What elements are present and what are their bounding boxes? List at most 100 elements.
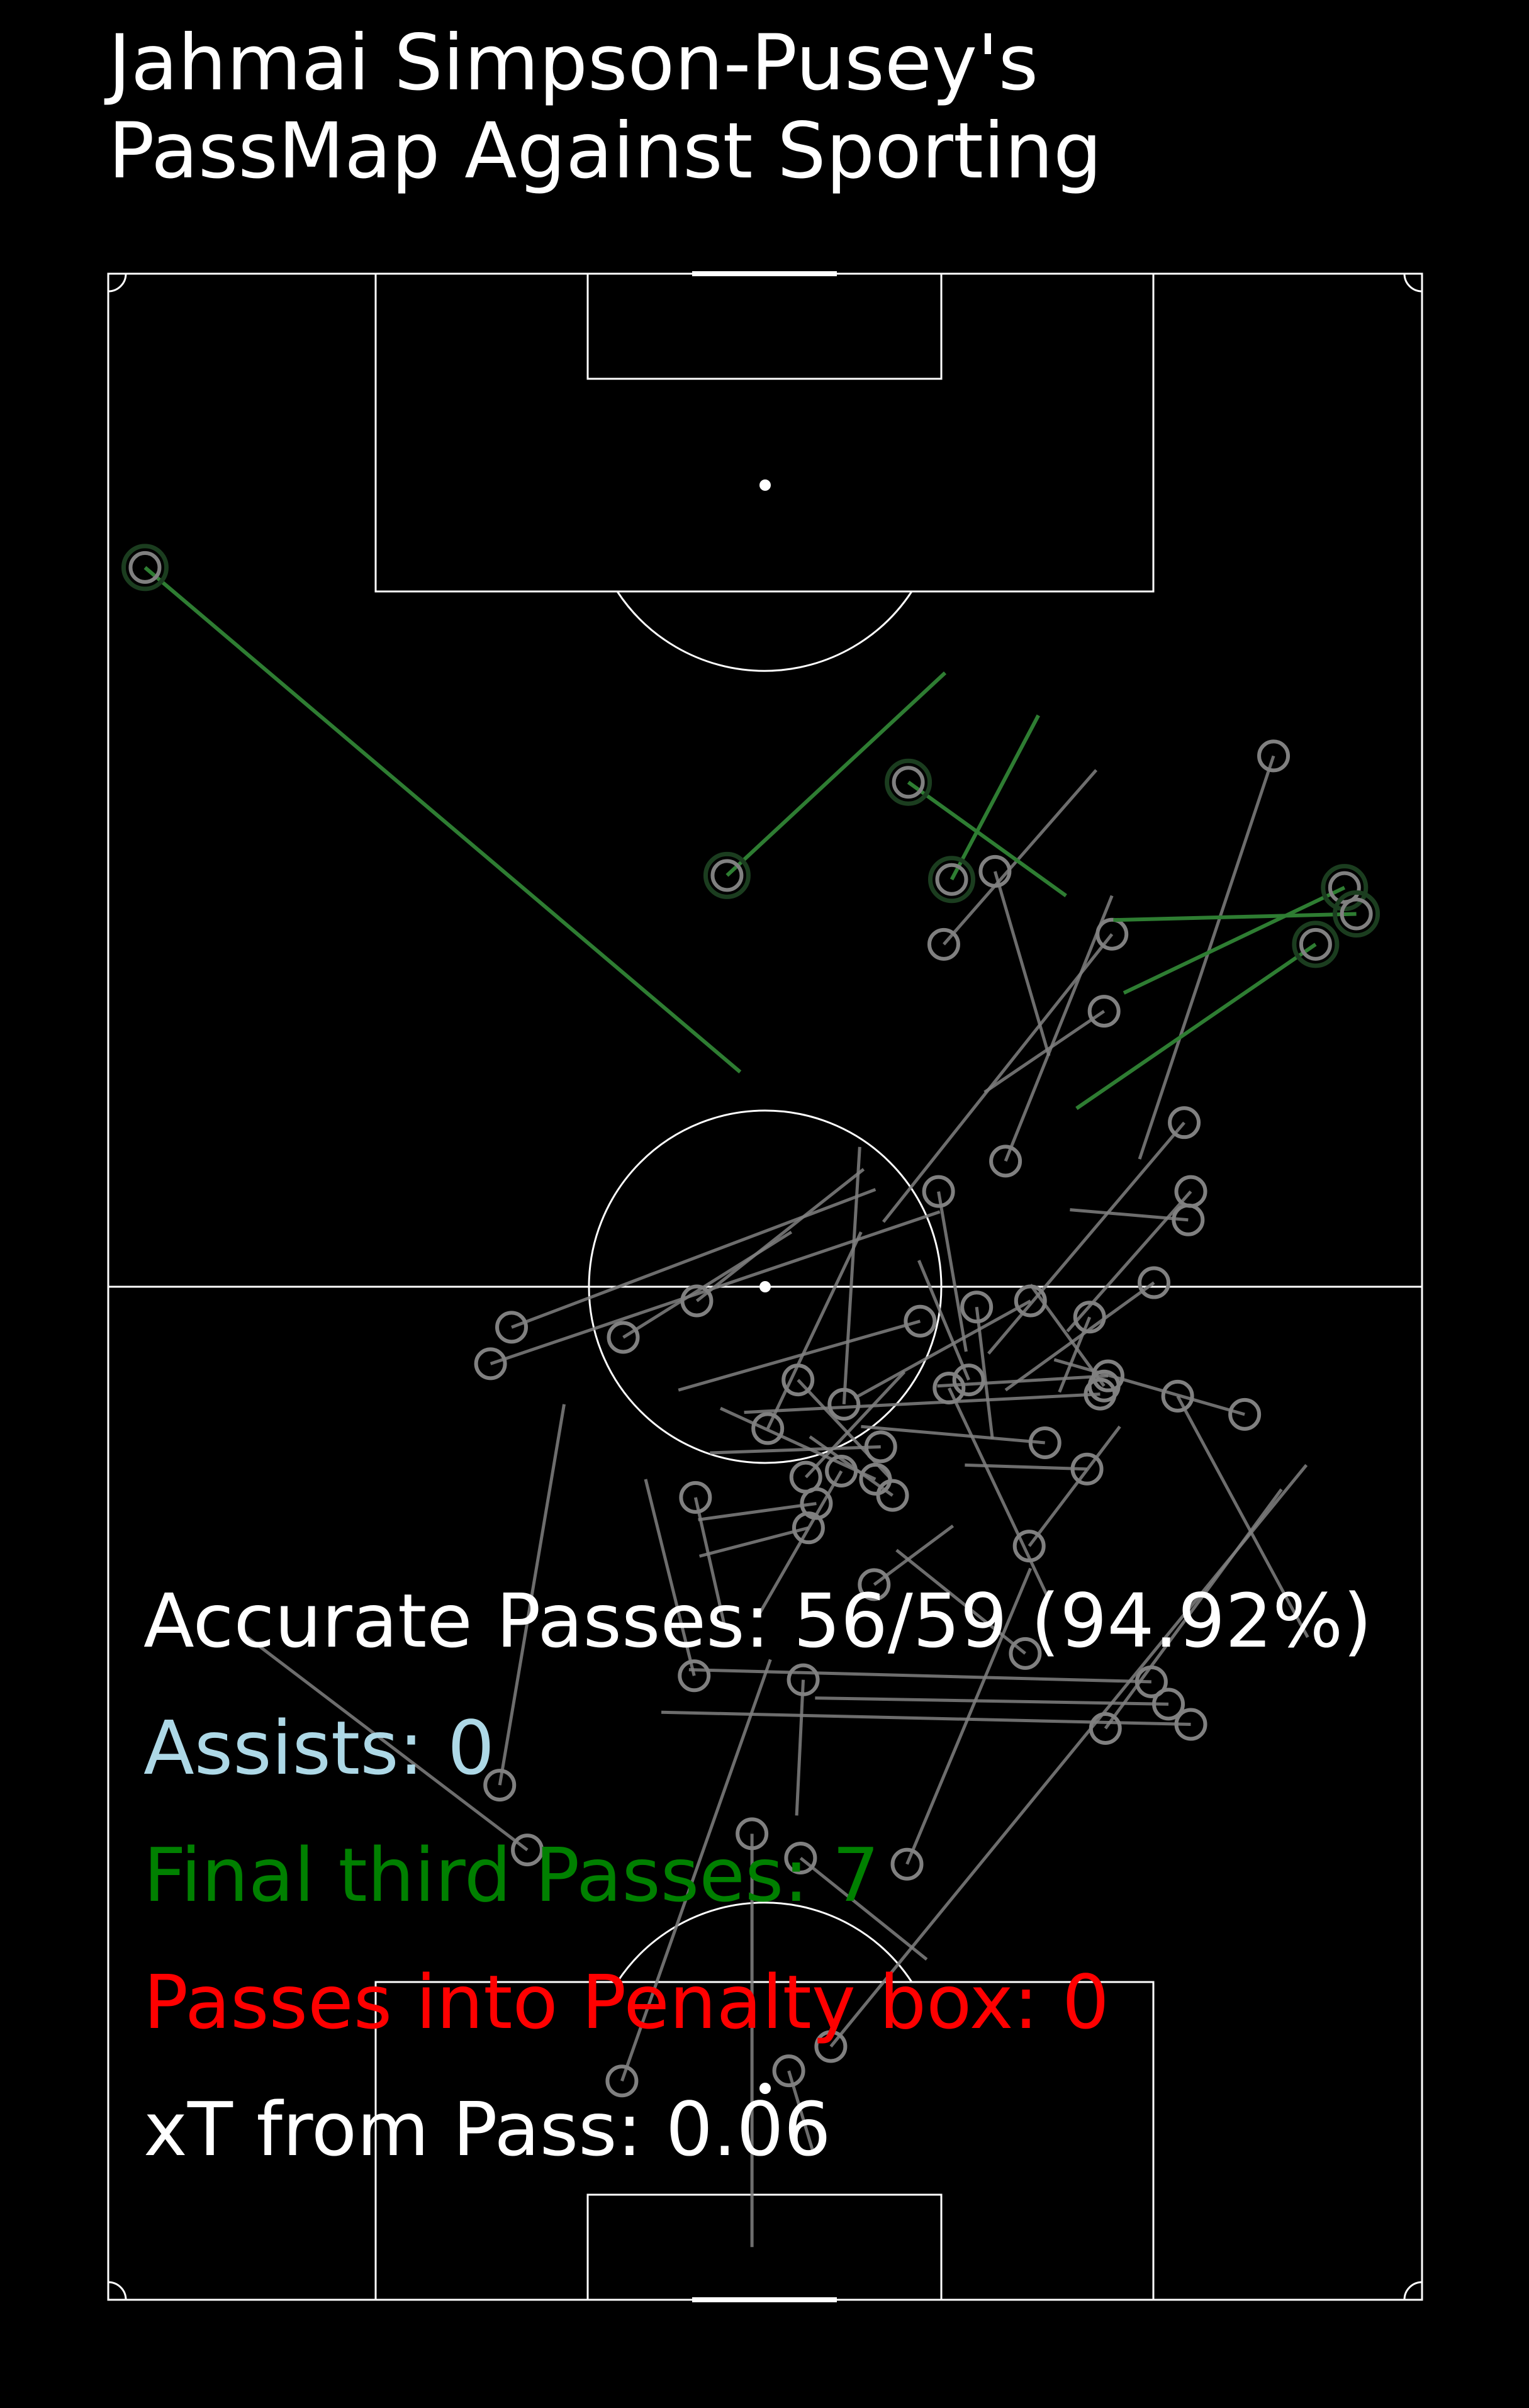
pass-end-marker [825, 1455, 858, 1488]
pass-8 [495, 1188, 877, 1344]
pass-53 [1161, 1379, 1309, 1638]
final-third-pass-line [949, 714, 1040, 881]
pass-line [905, 1567, 1033, 1865]
pass-end-marker [751, 1412, 785, 1445]
pass-end-marker [827, 1387, 861, 1421]
pass-end-marker [1014, 1284, 1047, 1318]
pass-line [498, 1404, 566, 1786]
pass-end-marker [890, 1847, 924, 1881]
pass-end-marker [787, 1663, 820, 1696]
pass-line [622, 1230, 793, 1339]
pass-end-marker [922, 1175, 955, 1208]
pass-line [644, 1479, 696, 1676]
pass-line [795, 1679, 805, 1816]
pass-end-marker [1012, 1530, 1046, 1563]
pass-line [799, 1857, 928, 1961]
pass-3 [927, 769, 1098, 961]
stat-assists: Assists: 0 [143, 1705, 495, 1791]
final-third-pass-end-marker [892, 766, 925, 799]
pass-line [809, 1435, 893, 1497]
pass-line [710, 1445, 881, 1455]
pass-55 [483, 1404, 566, 1802]
final-third-pass-end-marker [1299, 927, 1332, 961]
pass-23 [751, 1231, 863, 1445]
pass-4 [983, 995, 1121, 1094]
pass-end-marker [904, 1304, 937, 1338]
final-third-pass-line [143, 566, 742, 1073]
pass-end-marker [989, 1145, 1022, 1178]
final-third-pass-1 [121, 544, 742, 1073]
pass-46 [784, 1842, 928, 1961]
final-third-pass-end-marker [1328, 871, 1361, 904]
pass-end-marker [483, 1769, 517, 1802]
final-third-pass-end-halo [927, 856, 975, 904]
final-third-pass-3 [703, 671, 947, 899]
pass-line [766, 1231, 863, 1430]
final-third-pass-end-marker [128, 551, 162, 584]
stat-accurate: Accurate Passes: 56/59 (94.92%) [143, 1577, 1372, 1664]
pass-end-marker [927, 927, 960, 961]
pass-20 [607, 1230, 793, 1354]
pass-line [719, 1406, 877, 1481]
pass-end-marker [1091, 1359, 1124, 1392]
corner-arc-bottom-left [108, 2281, 127, 2300]
pass-line [688, 1668, 1151, 1684]
final-third-pass-line [1123, 885, 1346, 995]
pass-end-marker [474, 1347, 507, 1380]
penalty-arc-bottom [616, 1901, 913, 1983]
pass-line [693, 1497, 726, 1626]
pass-line [1028, 1425, 1121, 1547]
passes-layer [121, 544, 1381, 2248]
pass-47 [605, 1659, 772, 2098]
pass-end-marker [1152, 1688, 1185, 1721]
pass-end-marker [859, 1462, 892, 1496]
final-third-pass-2 [927, 714, 1040, 904]
pass-24 [827, 1146, 861, 1421]
pass-end-marker [605, 2064, 639, 2098]
final-third-pass-end-marker [710, 859, 744, 892]
pitch [107, 271, 1423, 2302]
pass-line [758, 1470, 843, 1614]
stat-penalty-box: Passes into Penalty box: 0 [143, 1959, 1109, 2046]
pass-end-marker [1028, 1426, 1061, 1459]
centre-circle [588, 1109, 943, 1464]
pass-end-marker [607, 1321, 640, 1354]
pass-line [1138, 755, 1275, 1160]
pass-21 [917, 1260, 985, 1397]
pass-end-marker [736, 1817, 769, 1851]
final-third-pass-line [1113, 912, 1357, 922]
pass-line [948, 1387, 1050, 1598]
pass-end-marker [876, 1479, 909, 1512]
pass-9 [474, 1210, 941, 1380]
pass-18 [1053, 1358, 1262, 1431]
pass-52 [1089, 1488, 1283, 1745]
pass-50 [890, 1567, 1033, 1881]
pass-end-marker [1089, 1711, 1122, 1745]
pass-end-marker [1087, 995, 1121, 1028]
pass-end-marker [1009, 1637, 1042, 1670]
pass-13 [937, 1359, 1124, 1392]
pass-17 [1058, 1301, 1106, 1393]
pass-26 [1012, 1425, 1121, 1563]
pass-line [695, 1168, 865, 1302]
pass-line [620, 1659, 772, 2082]
pass-line [698, 1526, 809, 1558]
pass-line [1053, 1358, 1245, 1416]
pass-line [983, 1010, 1106, 1094]
final-third-pass-6 [1113, 890, 1381, 938]
pass-end-marker [1257, 739, 1291, 773]
pass-16 [1066, 1175, 1207, 1333]
final-third-pass-line [725, 671, 947, 877]
pass-32 [809, 1435, 909, 1512]
penalty-box-top [374, 272, 1155, 593]
pass-30 [853, 1284, 1047, 1400]
stat-final-third: Final third Passes: 7 [143, 1832, 880, 1918]
pass-31 [781, 1364, 893, 1481]
pass-line [861, 1425, 1045, 1445]
pass-35 [744, 1377, 1117, 1414]
pass-line [937, 1374, 1109, 1388]
final-third-pass-end-marker [935, 863, 968, 896]
pass-33 [861, 1425, 1061, 1459]
pass-36 [678, 1304, 937, 1392]
